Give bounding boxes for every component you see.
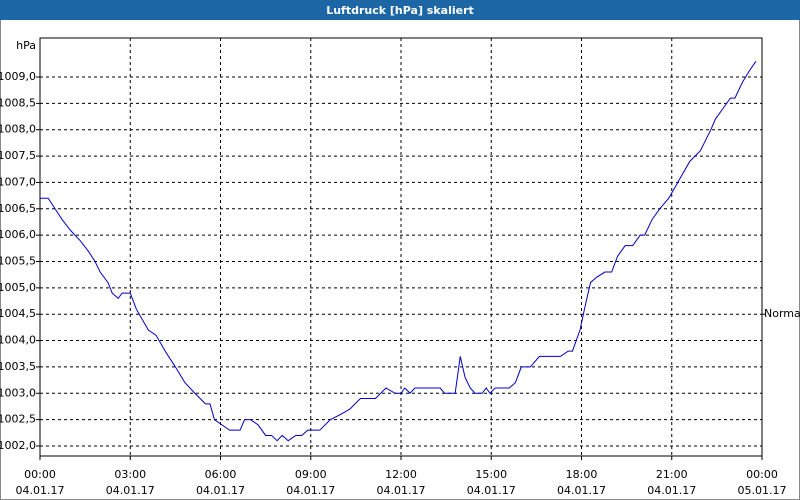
x-tick-date: 04.01.17	[196, 484, 245, 497]
y-tick-label: 1008,0	[0, 123, 36, 136]
y-tick-label: 1002,5	[0, 413, 36, 426]
y-tick-label: 1007,5	[0, 149, 36, 162]
x-tick-date: 04.01.17	[16, 484, 65, 497]
x-tick-date: 04.01.17	[377, 484, 426, 497]
x-tick-label: 12:00	[385, 468, 417, 481]
y-tick-label: 1006,0	[0, 228, 36, 241]
x-tick-date: 04.01.17	[647, 484, 696, 497]
x-tick-label: 09:00	[295, 468, 327, 481]
x-tick-date: 04.01.17	[557, 484, 606, 497]
data-line	[40, 60, 757, 442]
x-tick-label: 03:00	[114, 468, 146, 481]
annotation: Normal	[764, 307, 800, 320]
y-tick-label: 1003,5	[0, 360, 36, 373]
y-tick-label: 1004,5	[0, 307, 36, 320]
title-bar	[0, 0, 800, 20]
x-tick-date: 04.01.17	[286, 484, 335, 497]
y-tick-label: 1003,0	[0, 386, 36, 399]
y-axis-label: hPa	[16, 39, 36, 52]
y-tick-label: 1007,0	[0, 175, 36, 188]
y-tick-label: 1005,0	[0, 281, 36, 294]
grid	[39, 38, 763, 456]
x-tick-label: 00:00	[746, 468, 778, 481]
y-tick-label: 1009,0	[0, 70, 36, 83]
y-tick-label: 1002,0	[0, 439, 36, 452]
y-tick-label: 1008,5	[0, 96, 36, 109]
x-tick-date: 05.01.17	[738, 484, 787, 497]
y-tick-label: 1004,0	[0, 334, 36, 347]
x-tick-label: 06:00	[205, 468, 237, 481]
x-tick-date: 04.01.17	[106, 484, 155, 497]
y-tick-label: 1006,5	[0, 202, 36, 215]
x-tick-label: 21:00	[656, 468, 688, 481]
x-tick-label: 00:00	[24, 468, 56, 481]
x-tick-date: 04.01.17	[467, 484, 516, 497]
chart-title: Luftdruck [hPa] skaliert	[326, 4, 474, 17]
x-tick-label: 15:00	[475, 468, 507, 481]
x-tick-label: 18:00	[566, 468, 598, 481]
y-tick-label: 1005,5	[0, 254, 36, 267]
